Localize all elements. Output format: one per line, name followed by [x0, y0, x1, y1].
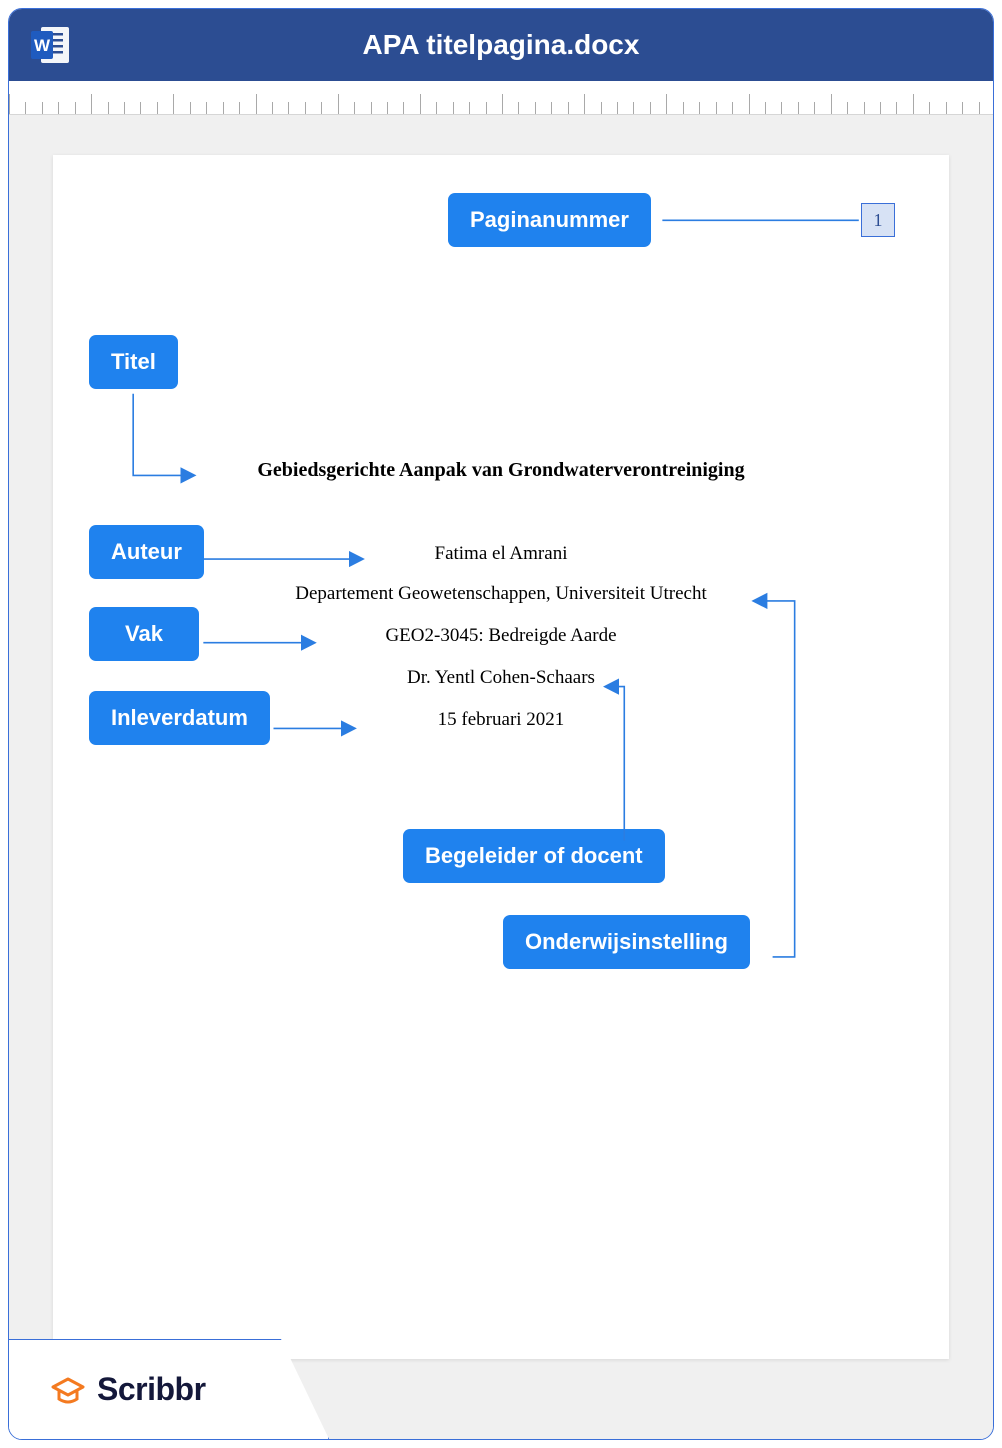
course-line: GEO2-3045: Bedreigde Aarde: [53, 625, 949, 647]
label-institution: Onderwijsinstelling: [503, 915, 750, 969]
document-title: Gebiedsgerichte Aanpak van Grondwaterver…: [53, 459, 949, 482]
page-area: 1 Paginanummer Titel Auteur Vak Inleverd…: [9, 115, 993, 1439]
label-pagenumber: Paginanummer: [448, 193, 651, 247]
window-frame: W APA titelpagina.docx 1 Paginanummer Ti…: [8, 8, 994, 1440]
label-title: Titel: [89, 335, 178, 389]
document-page: 1 Paginanummer Titel Auteur Vak Inleverd…: [53, 155, 949, 1359]
footer-badge: Scribbr: [9, 1339, 329, 1439]
connector-lines: [53, 155, 949, 1359]
ruler: [9, 81, 993, 115]
label-supervisor: Begeleider of docent: [403, 829, 665, 883]
author-line: Fatima el Amrani: [53, 543, 949, 565]
titlebar: W APA titelpagina.docx: [9, 9, 993, 81]
institution-line: Departement Geowetenschappen, Universite…: [53, 583, 949, 605]
supervisor-line: Dr. Yentl Cohen-Schaars: [53, 667, 949, 689]
page-number: 1: [861, 203, 895, 237]
date-line: 15 februari 2021: [53, 709, 949, 731]
brand-logo: Scribbr: [49, 1371, 206, 1409]
brand-text: Scribbr: [97, 1371, 206, 1408]
document-filename: APA titelpagina.docx: [27, 29, 975, 61]
scribbr-icon: [49, 1371, 87, 1409]
